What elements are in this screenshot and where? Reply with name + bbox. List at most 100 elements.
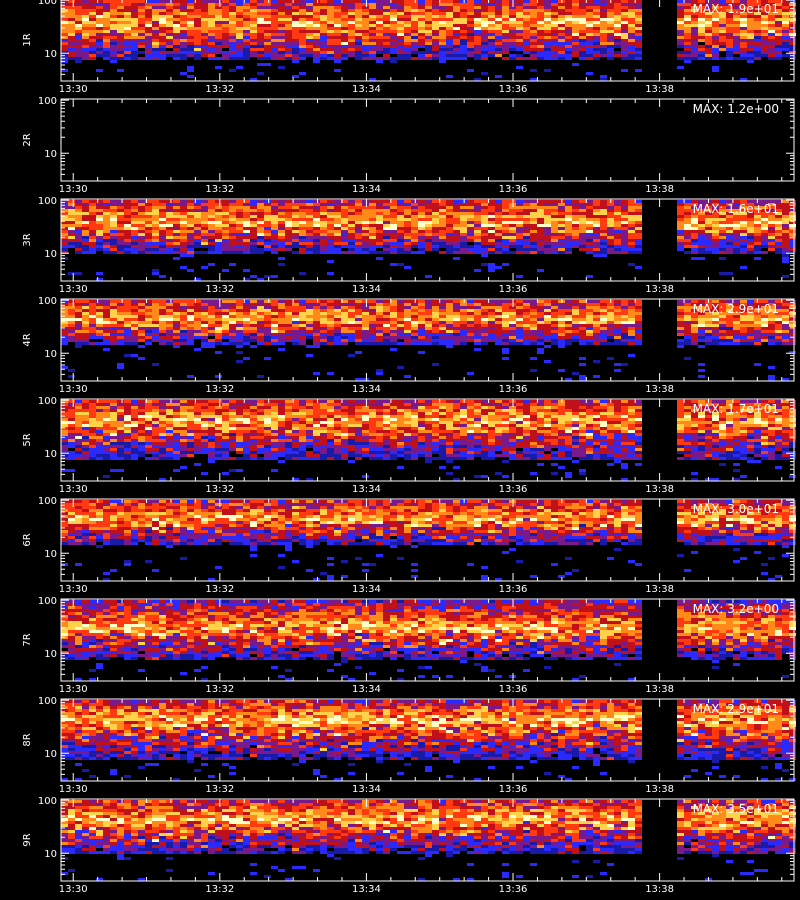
heatmap-cell [306, 0, 313, 3]
heatmap-cell [201, 9, 208, 12]
heatmap-cell [152, 324, 159, 327]
heatmap-cell [481, 233, 488, 236]
heatmap-cell [376, 206, 383, 209]
heatmap-cell [621, 227, 628, 230]
max-label: MAX: 1.6e+01 [693, 202, 779, 216]
heatmap-cell [348, 242, 355, 245]
heatmap-cell [110, 236, 117, 239]
heatmap-cell [292, 233, 299, 236]
heatmap-cell [607, 33, 614, 36]
heatmap-cell [327, 12, 334, 15]
heatmap-cell [383, 18, 390, 21]
heatmap-cell [257, 36, 264, 39]
heatmap-cell [481, 33, 488, 36]
heatmap-cell [243, 251, 250, 254]
heatmap-cell [229, 69, 236, 72]
heatmap-cell [292, 224, 299, 227]
heatmap-cell [733, 9, 740, 12]
heatmap-cell [152, 39, 159, 42]
heatmap-cell [768, 227, 775, 230]
heatmap-cell [278, 42, 285, 45]
heatmap-cell [551, 209, 558, 212]
heatmap-cell [733, 39, 740, 42]
heatmap-cell [215, 251, 222, 254]
heatmap-cell [551, 57, 558, 60]
heatmap-cell [677, 242, 684, 245]
heatmap-cell [208, 239, 215, 242]
heatmap-cell [782, 236, 789, 239]
heatmap-cell [278, 57, 285, 60]
heatmap-cell [614, 218, 621, 221]
heatmap-cell [201, 345, 208, 348]
heatmap-cell [614, 15, 621, 18]
plot-frame [60, 198, 795, 282]
heatmap-cell [740, 233, 747, 236]
heatmap-cell [138, 0, 145, 3]
heatmap-cell [376, 45, 383, 48]
heatmap-cell [495, 200, 502, 203]
heatmap-cell [705, 18, 712, 21]
heatmap-cell [68, 315, 75, 318]
heatmap-cell [208, 339, 215, 342]
heatmap-cell [453, 248, 460, 251]
heatmap-cell [404, 51, 411, 54]
heatmap-cell [243, 39, 250, 42]
heatmap-cell [341, 324, 348, 327]
heatmap-cell [173, 30, 180, 33]
heatmap-cell [544, 233, 551, 236]
heatmap-cell [292, 330, 299, 333]
heatmap-cell [306, 36, 313, 39]
heatmap-cell [236, 45, 243, 48]
heatmap-cell [754, 215, 761, 218]
heatmap-cell [355, 230, 362, 233]
heatmap-cell [138, 212, 145, 215]
heatmap-cell [418, 251, 425, 254]
heatmap-cell [544, 324, 551, 327]
heatmap-cell [607, 215, 614, 218]
heatmap-cell [397, 218, 404, 221]
heatmap-cells-4R [61, 300, 796, 381]
heatmap-cell [607, 203, 614, 206]
heatmap-cell [390, 227, 397, 230]
heatmap-cell [369, 327, 376, 330]
heatmap-cell [250, 39, 257, 42]
y-tick-label: 100 [38, 196, 57, 207]
heatmap-cell [215, 327, 222, 330]
heatmap-cell [327, 242, 334, 245]
heatmap-cell [572, 45, 579, 48]
heatmap-cell [110, 12, 117, 15]
heatmap-cell [453, 57, 460, 60]
heatmap-cell [124, 39, 131, 42]
heatmap-cell [383, 9, 390, 12]
heatmap-cell [271, 45, 278, 48]
heatmap-cell [257, 6, 264, 9]
heatmap-cell [628, 3, 635, 6]
heatmap-cell [194, 230, 201, 233]
heatmap-cell [369, 12, 376, 15]
heatmap-cell [103, 18, 110, 21]
heatmap-cell [124, 251, 131, 254]
heatmap-cell [124, 212, 131, 215]
heatmap-cell [411, 206, 418, 209]
heatmap-cell [131, 309, 138, 312]
heatmap-cell [89, 12, 96, 15]
heatmap-cell [243, 248, 250, 251]
heatmap-cell [460, 327, 467, 330]
heatmap-cell [299, 212, 306, 215]
heatmap-cell [327, 209, 334, 212]
x-tick-label: 13:34 [352, 84, 381, 95]
heatmap-cell [131, 0, 138, 3]
heatmap-cell [460, 330, 467, 333]
heatmap-cell [152, 33, 159, 36]
heatmap-cell [362, 251, 369, 254]
heatmap-cell [754, 27, 761, 30]
heatmap-cell [712, 54, 719, 57]
heatmap-cell [551, 327, 558, 330]
heatmap-cell [89, 306, 96, 309]
heatmap-cell [446, 303, 453, 306]
heatmap-cell [481, 236, 488, 239]
heatmap-cell [474, 306, 481, 309]
heatmap-cell [782, 245, 789, 248]
heatmap-cell [614, 200, 621, 203]
heatmap-cell [684, 60, 691, 63]
